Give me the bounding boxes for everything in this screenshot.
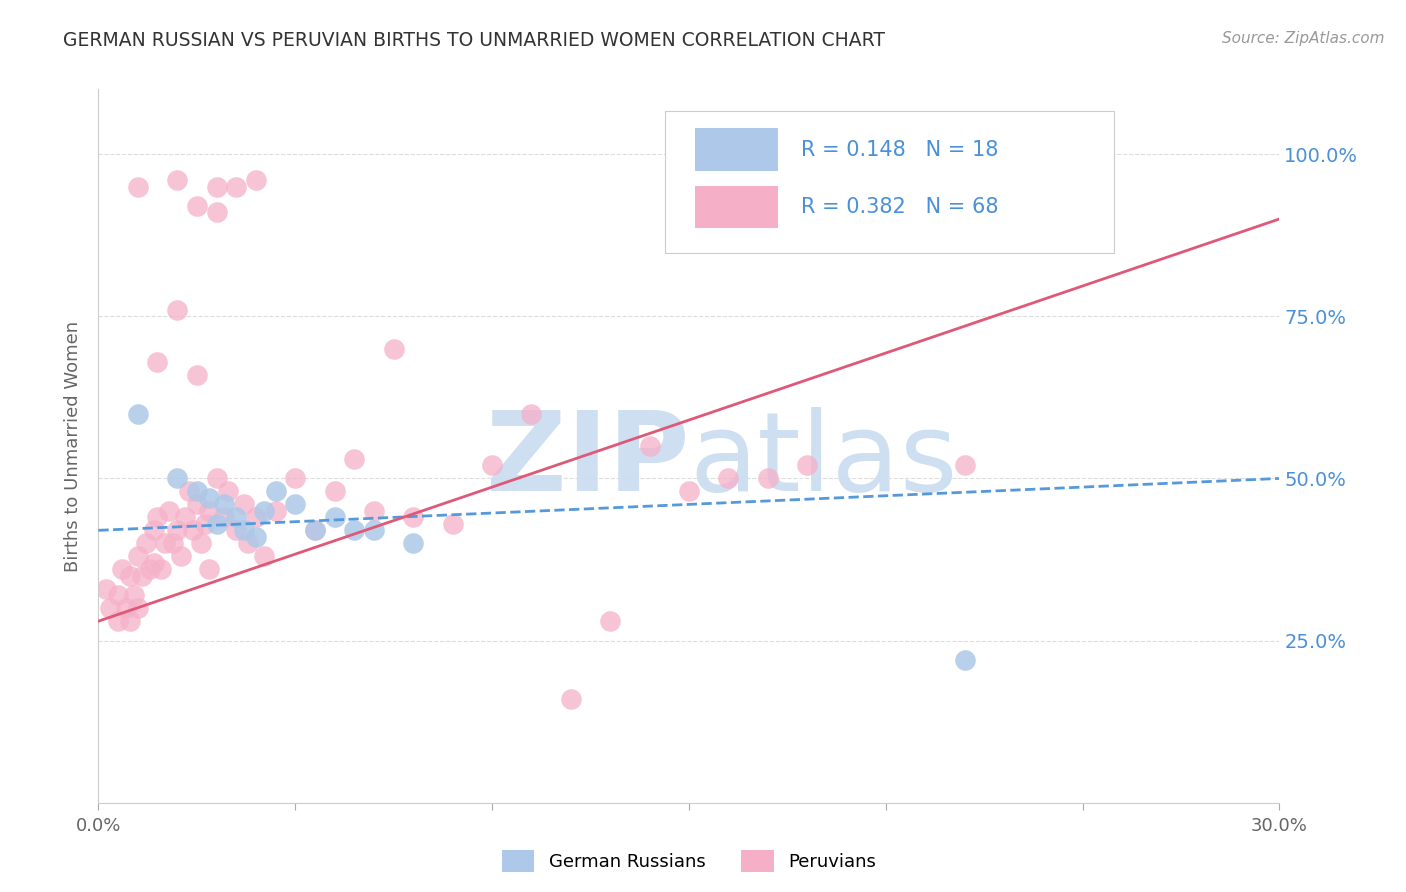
Point [190, 536, 212, 550]
Point [225, 179, 247, 194]
Point [284, 497, 307, 511]
Point [245, 530, 267, 544]
Point [138, 562, 160, 576]
Point [146, 354, 169, 368]
Point [284, 471, 307, 485]
Point [363, 504, 385, 518]
Point [245, 510, 267, 524]
FancyBboxPatch shape [665, 111, 1114, 253]
Point [520, 407, 543, 421]
Point [186, 199, 208, 213]
Point [678, 484, 700, 499]
Point [717, 471, 740, 485]
Point [214, 497, 236, 511]
Point [107, 588, 129, 602]
Point [402, 536, 425, 550]
Point [363, 524, 385, 538]
Point [157, 504, 180, 518]
Text: ZIP: ZIP [485, 407, 689, 514]
Point [245, 173, 267, 187]
Point [214, 510, 236, 524]
Point [170, 549, 193, 564]
Point [304, 524, 326, 538]
Point [122, 588, 145, 602]
Point [186, 368, 208, 382]
Point [150, 562, 173, 576]
Point [233, 497, 256, 511]
Point [127, 601, 149, 615]
Point [441, 516, 464, 531]
Point [197, 491, 219, 505]
Point [197, 504, 219, 518]
Point [599, 614, 621, 628]
Point [166, 524, 188, 538]
Point [217, 484, 239, 499]
Point [638, 439, 661, 453]
Point [194, 516, 217, 531]
Point [323, 510, 346, 524]
Point [174, 510, 197, 524]
Point [186, 484, 208, 499]
Point [186, 497, 208, 511]
Point [177, 484, 200, 499]
Point [107, 614, 129, 628]
Point [166, 302, 188, 317]
Point [304, 524, 326, 538]
Point [205, 205, 228, 219]
Point [118, 568, 141, 582]
Point [225, 510, 247, 524]
Text: GERMAN RUSSIAN VS PERUVIAN BIRTHS TO UNMARRIED WOMEN CORRELATION CHART: GERMAN RUSSIAN VS PERUVIAN BIRTHS TO UNM… [63, 31, 886, 50]
Point [115, 601, 138, 615]
Point [142, 524, 165, 538]
Point [127, 407, 149, 421]
Point [155, 536, 177, 550]
Point [264, 504, 287, 518]
Y-axis label: Births to Unmarried Women: Births to Unmarried Women [65, 320, 83, 572]
Point [205, 516, 228, 531]
Point [118, 614, 141, 628]
Point [264, 484, 287, 499]
Point [205, 471, 228, 485]
Point [253, 504, 276, 518]
Point [323, 484, 346, 499]
Text: R = 0.382   N = 68: R = 0.382 N = 68 [801, 197, 998, 217]
Point [96, 582, 118, 596]
Point [253, 549, 276, 564]
Point [135, 536, 157, 550]
Point [127, 549, 149, 564]
Point [166, 471, 188, 485]
Point [127, 179, 149, 194]
Text: atlas: atlas [689, 407, 957, 514]
Point [953, 653, 976, 667]
Point [111, 562, 134, 576]
Text: Source: ZipAtlas.com: Source: ZipAtlas.com [1222, 31, 1385, 46]
Point [481, 458, 503, 473]
Point [146, 510, 169, 524]
Point [756, 471, 779, 485]
Bar [695, 128, 778, 171]
Point [131, 568, 153, 582]
Point [142, 556, 165, 570]
Point [343, 452, 366, 467]
Point [953, 458, 976, 473]
Point [205, 179, 228, 194]
Point [98, 601, 121, 615]
Point [166, 173, 188, 187]
Point [560, 692, 582, 706]
Bar [695, 186, 778, 228]
Point [796, 458, 818, 473]
Point [181, 524, 204, 538]
Point [233, 524, 256, 538]
Point [197, 562, 219, 576]
Text: R = 0.148   N = 18: R = 0.148 N = 18 [801, 140, 998, 160]
Point [162, 536, 184, 550]
Point [343, 524, 366, 538]
Point [225, 524, 247, 538]
Point [382, 342, 405, 356]
Legend: German Russians, Peruvians: German Russians, Peruvians [495, 843, 883, 880]
Point [236, 536, 259, 550]
Point [402, 510, 425, 524]
